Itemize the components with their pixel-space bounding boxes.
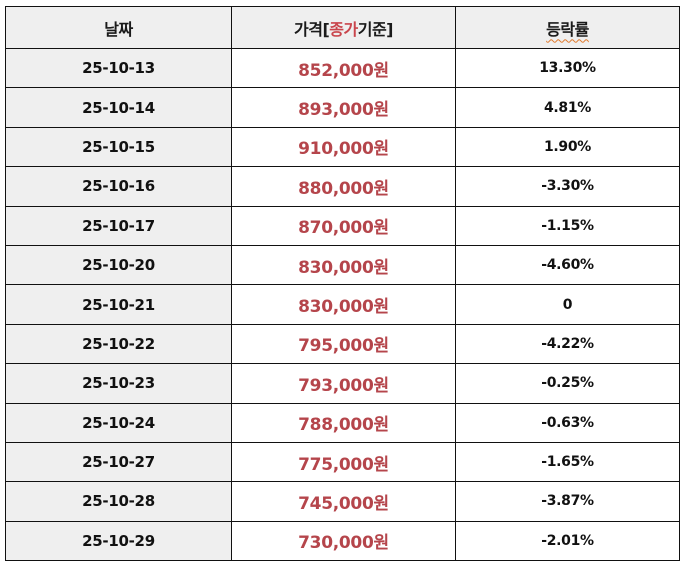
date-cell: 25-10-13 (5, 47, 232, 89)
price-cell: 775,000원 (231, 441, 456, 483)
header-price-prefix: 가격[ (294, 19, 330, 39)
date-cell: 25-10-20 (5, 244, 232, 286)
date-cell: 25-10-17 (5, 205, 232, 246)
table-row: 25-10-28 745,000원 -3.87% (5, 481, 680, 522)
table-row: 25-10-16 880,000원 -3.30% (5, 166, 680, 207)
header-row: 날짜 가격[종가기준] 등락률 (5, 6, 680, 49)
table-row: 25-10-24 788,000원 -0.63% (5, 402, 680, 443)
change-cell: -1.15% (455, 205, 680, 246)
header-date: 날짜 (5, 6, 232, 49)
table-row: 25-10-17 870,000원 -1.15% (5, 205, 680, 246)
table-row: 25-10-20 830,000원 -4.60% (5, 244, 680, 286)
date-cell: 25-10-29 (5, 520, 232, 562)
change-cell: -3.30% (455, 166, 680, 207)
price-cell: 910,000원 (231, 126, 456, 168)
change-cell: -1.65% (455, 441, 680, 483)
change-cell: 1.90% (455, 126, 680, 168)
change-cell: -2.01% (455, 520, 680, 562)
table-row: 25-10-15 910,000원 1.90% (5, 126, 680, 168)
change-cell: -4.60% (455, 244, 680, 286)
change-cell: 0 (455, 284, 680, 325)
price-cell: 745,000원 (231, 481, 456, 522)
table-row: 25-10-14 893,000원 4.81% (5, 87, 680, 128)
date-cell: 25-10-15 (5, 126, 232, 168)
header-price-highlight: 종가 (329, 19, 358, 39)
table-row: 25-10-27 775,000원 -1.65% (5, 441, 680, 483)
header-price-suffix: 기준] (357, 19, 394, 39)
price-cell: 830,000원 (231, 244, 456, 286)
change-cell: 13.30% (455, 47, 680, 89)
table-row: 25-10-23 793,000원 -0.25% (5, 363, 680, 404)
header-date-label: 날짜 (104, 19, 133, 39)
stock-price-table: 날짜 가격[종가기준] 등락률 25-10-13 852,000원 13.30% 25… (5, 6, 680, 562)
price-cell: 730,000원 (231, 520, 456, 562)
price-cell: 830,000원 (231, 284, 456, 325)
price-cell: 893,000원 (231, 87, 456, 128)
date-cell: 25-10-24 (5, 402, 232, 443)
price-cell: 880,000원 (231, 166, 456, 207)
date-cell: 25-10-27 (5, 441, 232, 483)
date-cell: 25-10-22 (5, 323, 232, 365)
date-cell: 25-10-28 (5, 481, 232, 522)
table-row: 25-10-21 830,000원 0 (5, 284, 680, 325)
date-cell: 25-10-14 (5, 87, 232, 128)
change-cell: -0.25% (455, 363, 680, 404)
change-cell: -0.63% (455, 402, 680, 443)
change-cell: 4.81% (455, 87, 680, 128)
date-cell: 25-10-16 (5, 166, 232, 207)
price-cell: 852,000원 (231, 47, 456, 89)
price-cell: 870,000원 (231, 205, 456, 246)
change-cell: -4.22% (455, 323, 680, 365)
table-row: 25-10-29 730,000원 -2.01% (5, 520, 680, 562)
price-cell: 795,000원 (231, 323, 456, 365)
price-cell: 788,000원 (231, 402, 456, 443)
table-row: 25-10-22 795,000원 -4.22% (5, 323, 680, 365)
price-cell: 793,000원 (231, 363, 456, 404)
table-row: 25-10-13 852,000원 13.30% (5, 47, 680, 89)
header-change-label: 등락률 (546, 19, 589, 39)
header-change: 등락률 (455, 6, 680, 49)
header-price: 가격[종가기준] (231, 6, 456, 49)
change-cell: -3.87% (455, 481, 680, 522)
date-cell: 25-10-23 (5, 363, 232, 404)
date-cell: 25-10-21 (5, 284, 232, 325)
